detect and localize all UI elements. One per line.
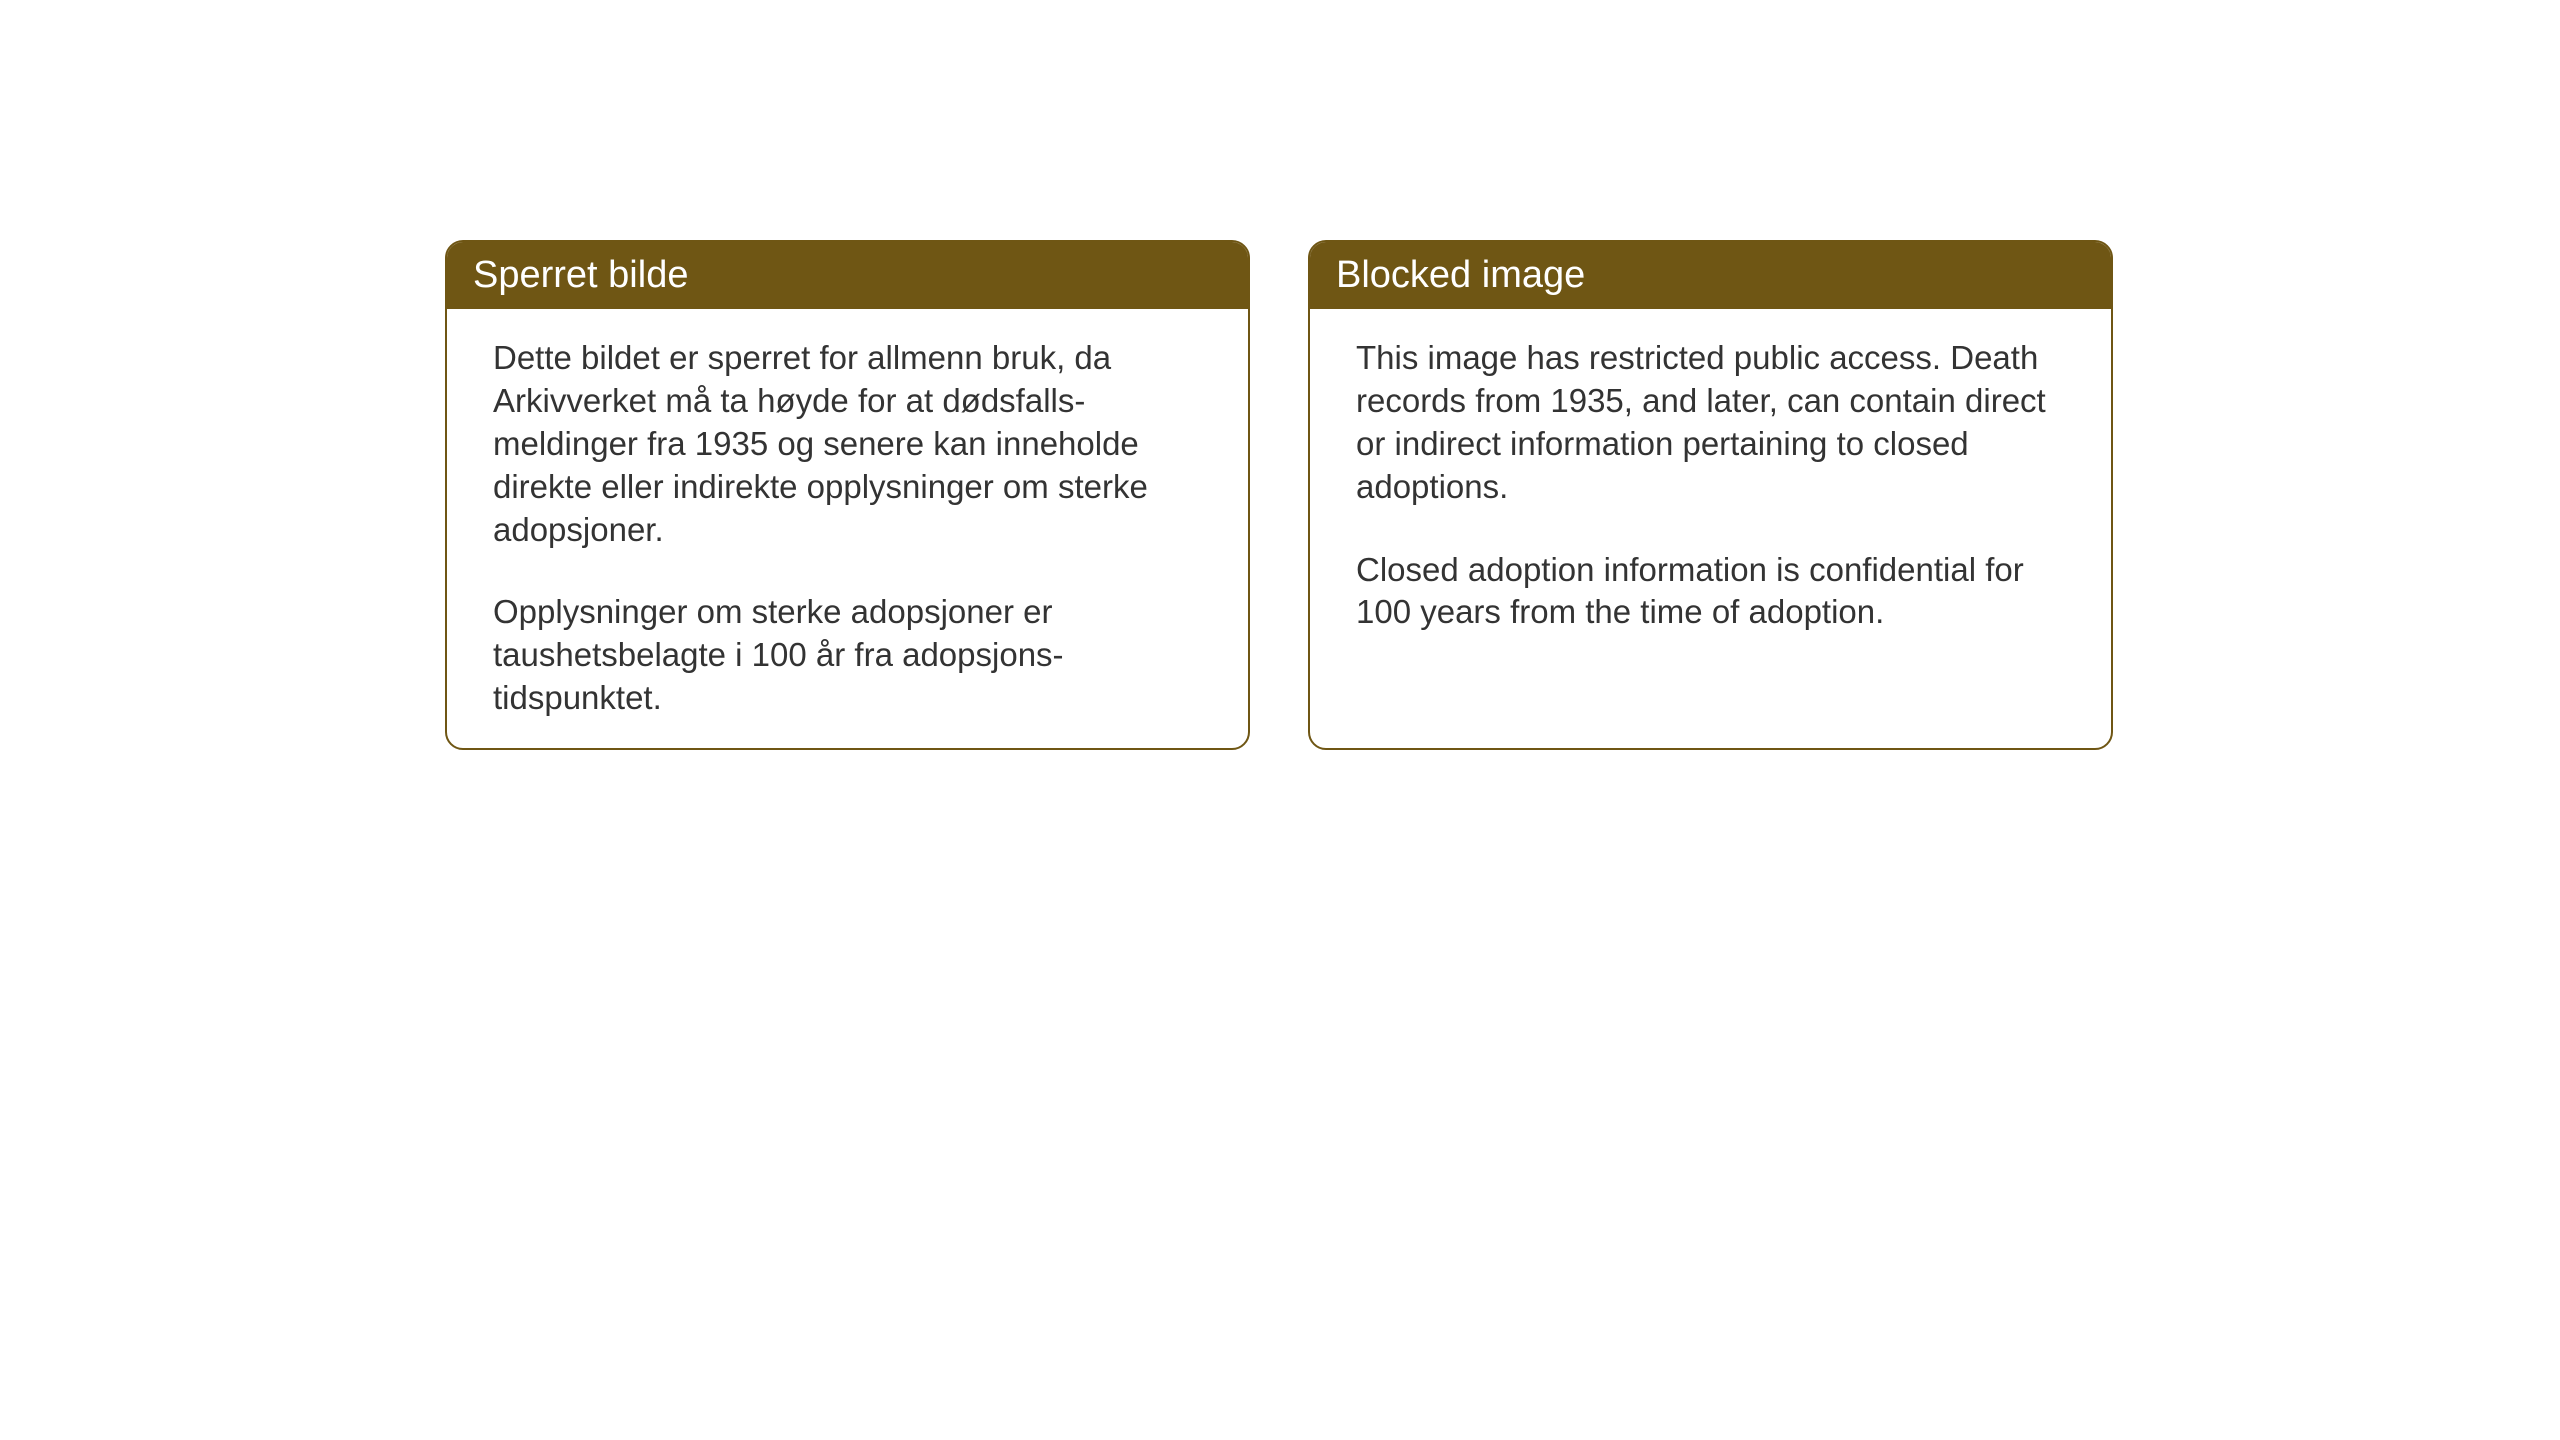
card-paragraph-1-english: This image has restricted public access.…	[1356, 337, 2065, 509]
cards-container: Sperret bilde Dette bildet er sperret fo…	[445, 240, 2113, 750]
card-paragraph-2-norwegian: Opplysninger om sterke adopsjoner er tau…	[493, 591, 1202, 720]
card-english: Blocked image This image has restricted …	[1308, 240, 2113, 750]
card-header-english: Blocked image	[1310, 242, 2111, 309]
card-body-english: This image has restricted public access.…	[1310, 309, 2111, 662]
card-header-norwegian: Sperret bilde	[447, 242, 1248, 309]
card-body-norwegian: Dette bildet er sperret for allmenn bruk…	[447, 309, 1248, 748]
card-norwegian: Sperret bilde Dette bildet er sperret fo…	[445, 240, 1250, 750]
card-paragraph-2-english: Closed adoption information is confident…	[1356, 549, 2065, 635]
card-paragraph-1-norwegian: Dette bildet er sperret for allmenn bruk…	[493, 337, 1202, 551]
